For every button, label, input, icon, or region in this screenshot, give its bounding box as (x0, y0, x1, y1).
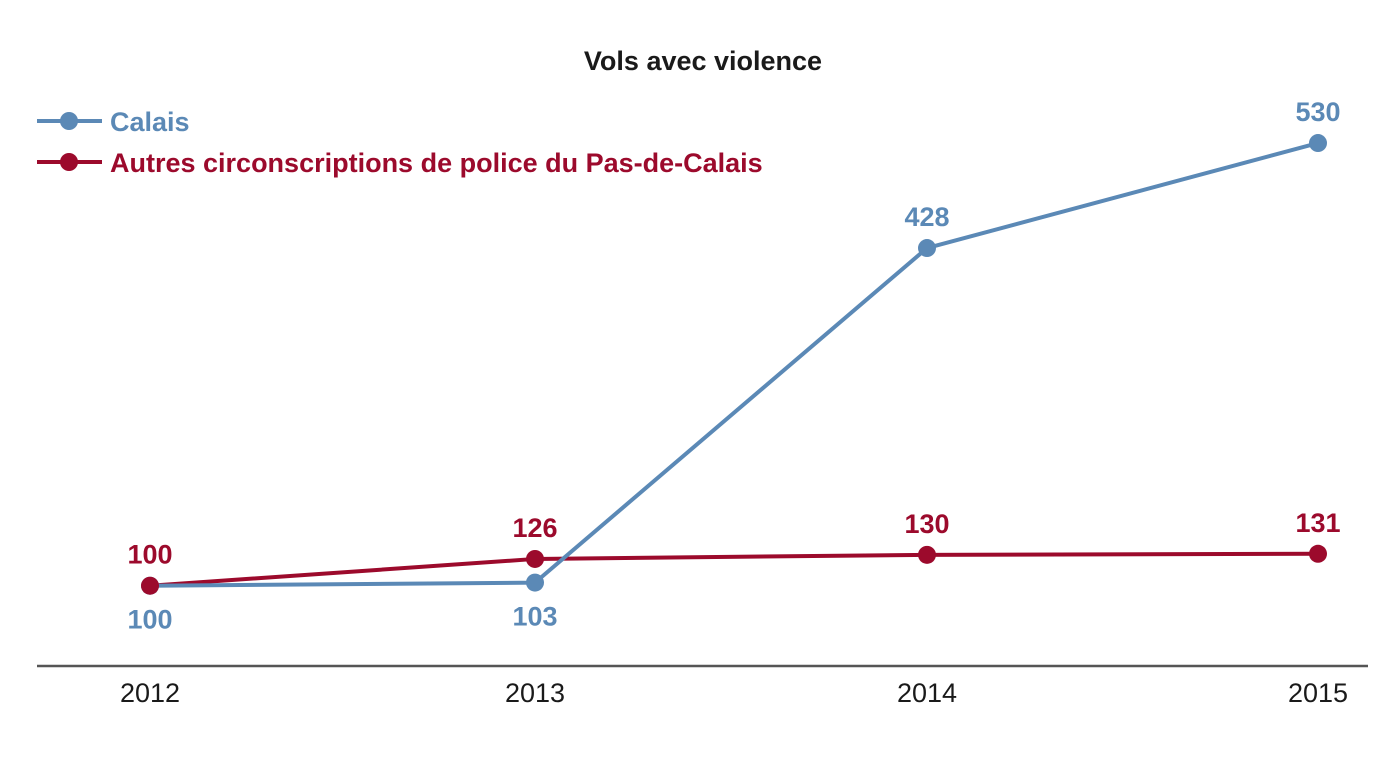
x-tick-labels: 2012 2013 2014 2015 (120, 678, 1348, 708)
x-tick-label-2012: 2012 (120, 678, 180, 708)
data-point-autres-2012 (141, 576, 159, 595)
data-label-calais-2012: 100 (127, 605, 172, 635)
data-label-autres-2014: 130 (904, 509, 949, 539)
legend-label-calais: Calais (110, 107, 190, 137)
legend-marker-autres (60, 153, 78, 171)
legend: Calais Autres circonscriptions de police… (37, 107, 763, 178)
data-label-calais-2013: 103 (512, 602, 557, 632)
series-line-calais (149, 141, 1319, 588)
legend-item-calais: Calais (37, 107, 190, 137)
series-lines (149, 141, 1319, 588)
data-label-autres-2012: 100 (127, 540, 172, 570)
data-label-calais-2015: 530 (1295, 97, 1340, 127)
chart-title: Vols avec violence (584, 46, 822, 76)
series-points (141, 134, 1327, 595)
data-labels: 100 103 428 530 100 126 130 131 (127, 97, 1340, 635)
x-tick-label-2014: 2014 (897, 678, 957, 708)
data-point-autres-2013 (526, 549, 544, 568)
legend-marker-calais (60, 112, 78, 130)
data-point-autres-2014 (918, 545, 936, 564)
data-point-calais-2013 (526, 573, 544, 592)
legend-label-autres: Autres circonscriptions de police du Pas… (110, 148, 763, 178)
x-tick-label-2013: 2013 (505, 678, 565, 708)
data-point-calais-2015 (1309, 134, 1327, 153)
series-line-autres (149, 551, 1319, 588)
x-tick-label-2015: 2015 (1288, 678, 1348, 708)
legend-item-autres: Autres circonscriptions de police du Pas… (37, 148, 763, 178)
data-point-calais-2014 (918, 239, 936, 258)
data-point-autres-2015 (1309, 544, 1327, 563)
data-label-autres-2013: 126 (512, 513, 557, 543)
data-label-autres-2015: 131 (1295, 508, 1340, 538)
data-label-calais-2014: 428 (904, 202, 949, 232)
